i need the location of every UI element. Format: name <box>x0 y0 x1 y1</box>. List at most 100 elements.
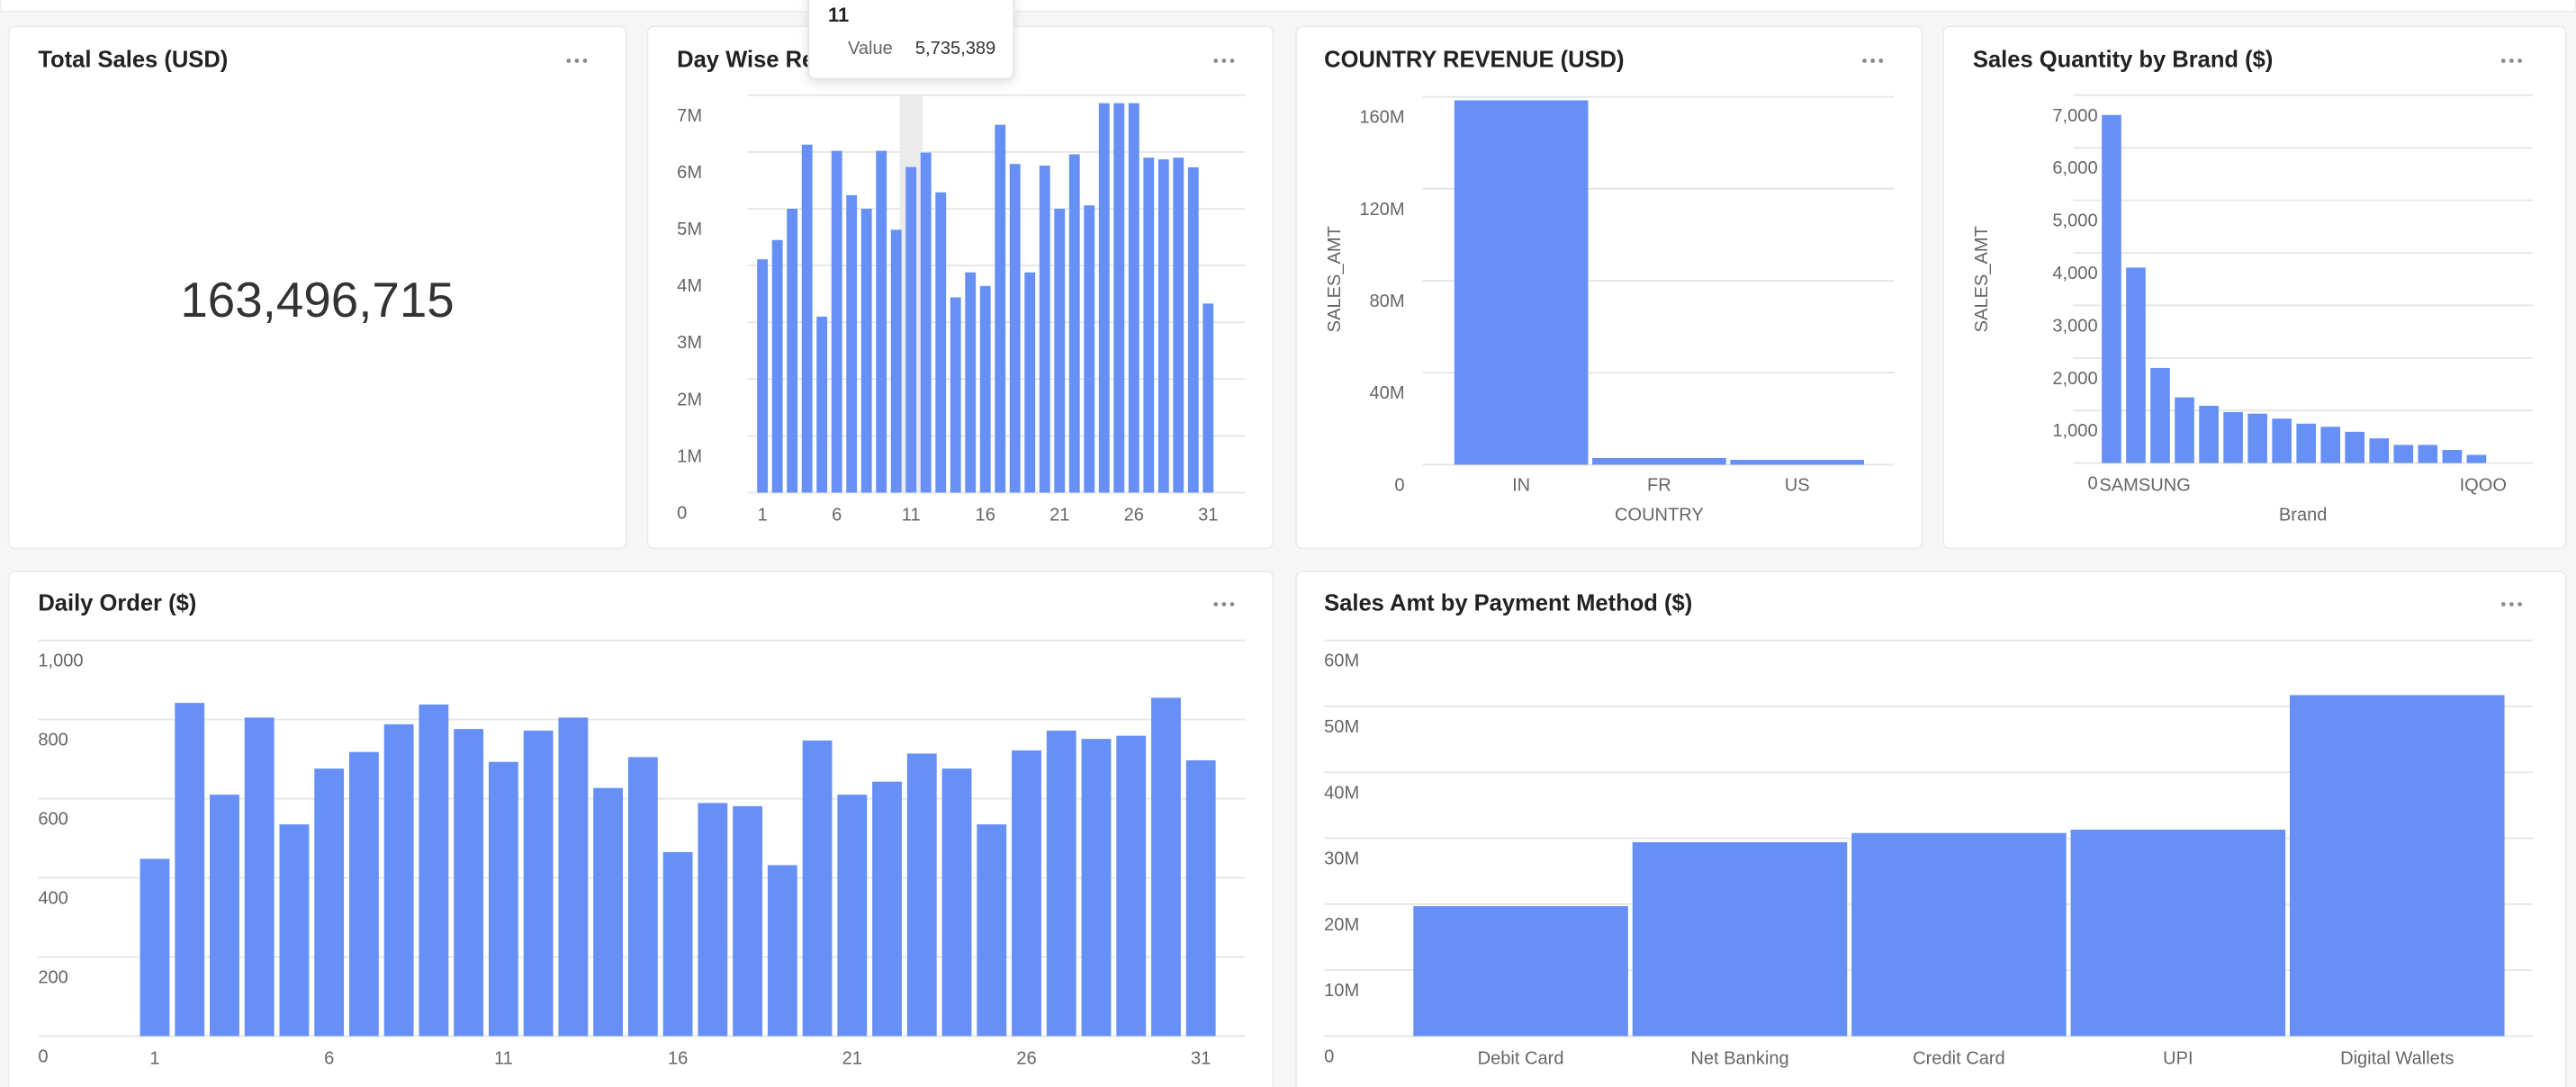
y-tick-label: 1M <box>677 446 702 466</box>
y-tick-label: 30M <box>1324 849 1359 869</box>
tooltip-value: 5,735,389 <box>915 39 995 58</box>
bar <box>1024 272 1036 493</box>
kpi-value: 163,496,715 <box>180 272 454 328</box>
y-tick-label: 4M <box>677 276 702 296</box>
y-tick-label: 20M <box>1324 915 1359 935</box>
tooltip: 11 Value 5,735,389 <box>807 0 1015 80</box>
bar <box>1098 103 1110 493</box>
y-tick-label: 7M <box>677 106 702 126</box>
y-tick-label: 40M <box>1324 783 1359 803</box>
bar <box>965 272 977 493</box>
bars <box>757 94 1214 493</box>
y-tick-label: 10M <box>1324 981 1359 1001</box>
y-tick-label: 3M <box>677 333 702 353</box>
bar <box>801 144 813 493</box>
y-tick-label: 0 <box>1324 1047 1334 1066</box>
bar <box>757 259 769 493</box>
x-tick-label: UPI <box>2163 1048 2193 1068</box>
chart: Sales Quantity by Brand ($) 0 1,000 2,000 3,… <box>1972 47 2534 525</box>
tooltip-box <box>807 0 1015 80</box>
y-tick-label: 5,000 <box>2052 211 2097 231</box>
bar <box>1009 164 1021 493</box>
bar <box>1173 157 1184 493</box>
x-axis-label: COUNTRY <box>1615 505 1704 525</box>
x-tick-label: 26 <box>1016 1048 1036 1068</box>
y-tick-label: 160M <box>1359 108 1404 128</box>
bar <box>1202 303 1214 493</box>
bar <box>1592 458 1726 465</box>
x-tick-label: FR <box>1647 475 1671 495</box>
card-kpi <box>7 25 627 550</box>
bar <box>2296 423 2316 463</box>
x-tick-label: 16 <box>976 505 995 525</box>
menu-icon[interactable] <box>1213 602 1235 606</box>
card-country <box>1295 25 1923 550</box>
y-tick-label: 0 <box>677 503 687 523</box>
y-tick-label: 0 <box>38 1047 48 1066</box>
bar <box>1187 166 1199 493</box>
tooltip-layer: 11 Value 5,735,389 <box>807 0 1015 80</box>
bars <box>2102 114 2487 463</box>
chart-title: Daily Order ($) <box>38 590 196 615</box>
x-tick-label: IQOO <box>2460 475 2507 495</box>
y-tick-label: 50M <box>1324 717 1359 737</box>
bar <box>787 209 798 493</box>
y-tick-label: 60M <box>1324 651 1359 671</box>
bars <box>140 697 1216 1037</box>
bar <box>1012 750 1041 1037</box>
bar <box>876 150 887 493</box>
bar <box>2466 454 2487 463</box>
bar <box>950 297 961 493</box>
bar <box>2442 449 2463 463</box>
bar <box>2199 405 2219 463</box>
bar <box>860 209 872 493</box>
y-tick-label: 1,000 <box>38 651 83 671</box>
bar <box>1730 460 1865 465</box>
chart-title: Day Wise Re <box>677 47 815 72</box>
y-tick-label: 7,000 <box>2052 106 2097 126</box>
bar <box>2345 431 2365 463</box>
menu-icon[interactable] <box>2500 602 2522 606</box>
tooltip-title: 11 <box>828 4 849 26</box>
x-tick-label: 6 <box>324 1048 334 1068</box>
chart-title: Sales Quantity by Brand ($) <box>1973 47 2273 72</box>
bar <box>348 751 379 1037</box>
chart: Sales Amt by Payment Method ($) 0 10M 20M 30… <box>1324 590 2534 1068</box>
bar <box>846 194 858 493</box>
bar <box>2418 445 2438 463</box>
menu-icon[interactable] <box>1213 58 1235 63</box>
bar <box>1081 739 1112 1037</box>
bar <box>279 824 310 1037</box>
bar <box>698 803 728 1037</box>
bar <box>2320 427 2341 463</box>
bar <box>488 761 518 1037</box>
bar <box>314 768 345 1037</box>
x-tick-label: 1 <box>758 505 768 525</box>
menu-icon[interactable] <box>566 58 588 63</box>
bar <box>627 757 658 1037</box>
bar <box>2393 445 2414 463</box>
bar <box>1068 154 1080 493</box>
x-tick-label: US <box>1785 475 1810 495</box>
bar <box>140 858 170 1037</box>
bar <box>2126 267 2146 463</box>
bar <box>383 723 414 1037</box>
y-tick-label: 120M <box>1359 200 1404 220</box>
bar <box>210 795 239 1037</box>
y-axis-label: SALES_AMT <box>1972 226 1992 332</box>
bar <box>2102 114 2121 463</box>
bar <box>995 124 1006 493</box>
card-top-strip <box>0 0 2576 13</box>
chart: COUNTRY REVENUE (USD) 0 40M 80M 120M 160M COUN… <box>1324 47 1895 525</box>
x-tick-label: IN <box>1512 475 1530 495</box>
y-tick-label: 4,000 <box>2052 264 2097 283</box>
bar <box>2247 413 2267 463</box>
menu-icon[interactable] <box>1862 58 1884 63</box>
menu-icon[interactable] <box>2500 58 2522 63</box>
x-tick-label: 31 <box>1191 1048 1211 1068</box>
bars <box>1413 695 2505 1037</box>
bar <box>905 166 917 493</box>
y-tick-label: 3,000 <box>2052 316 2097 336</box>
y-tick-label: 2,000 <box>2052 369 2097 389</box>
